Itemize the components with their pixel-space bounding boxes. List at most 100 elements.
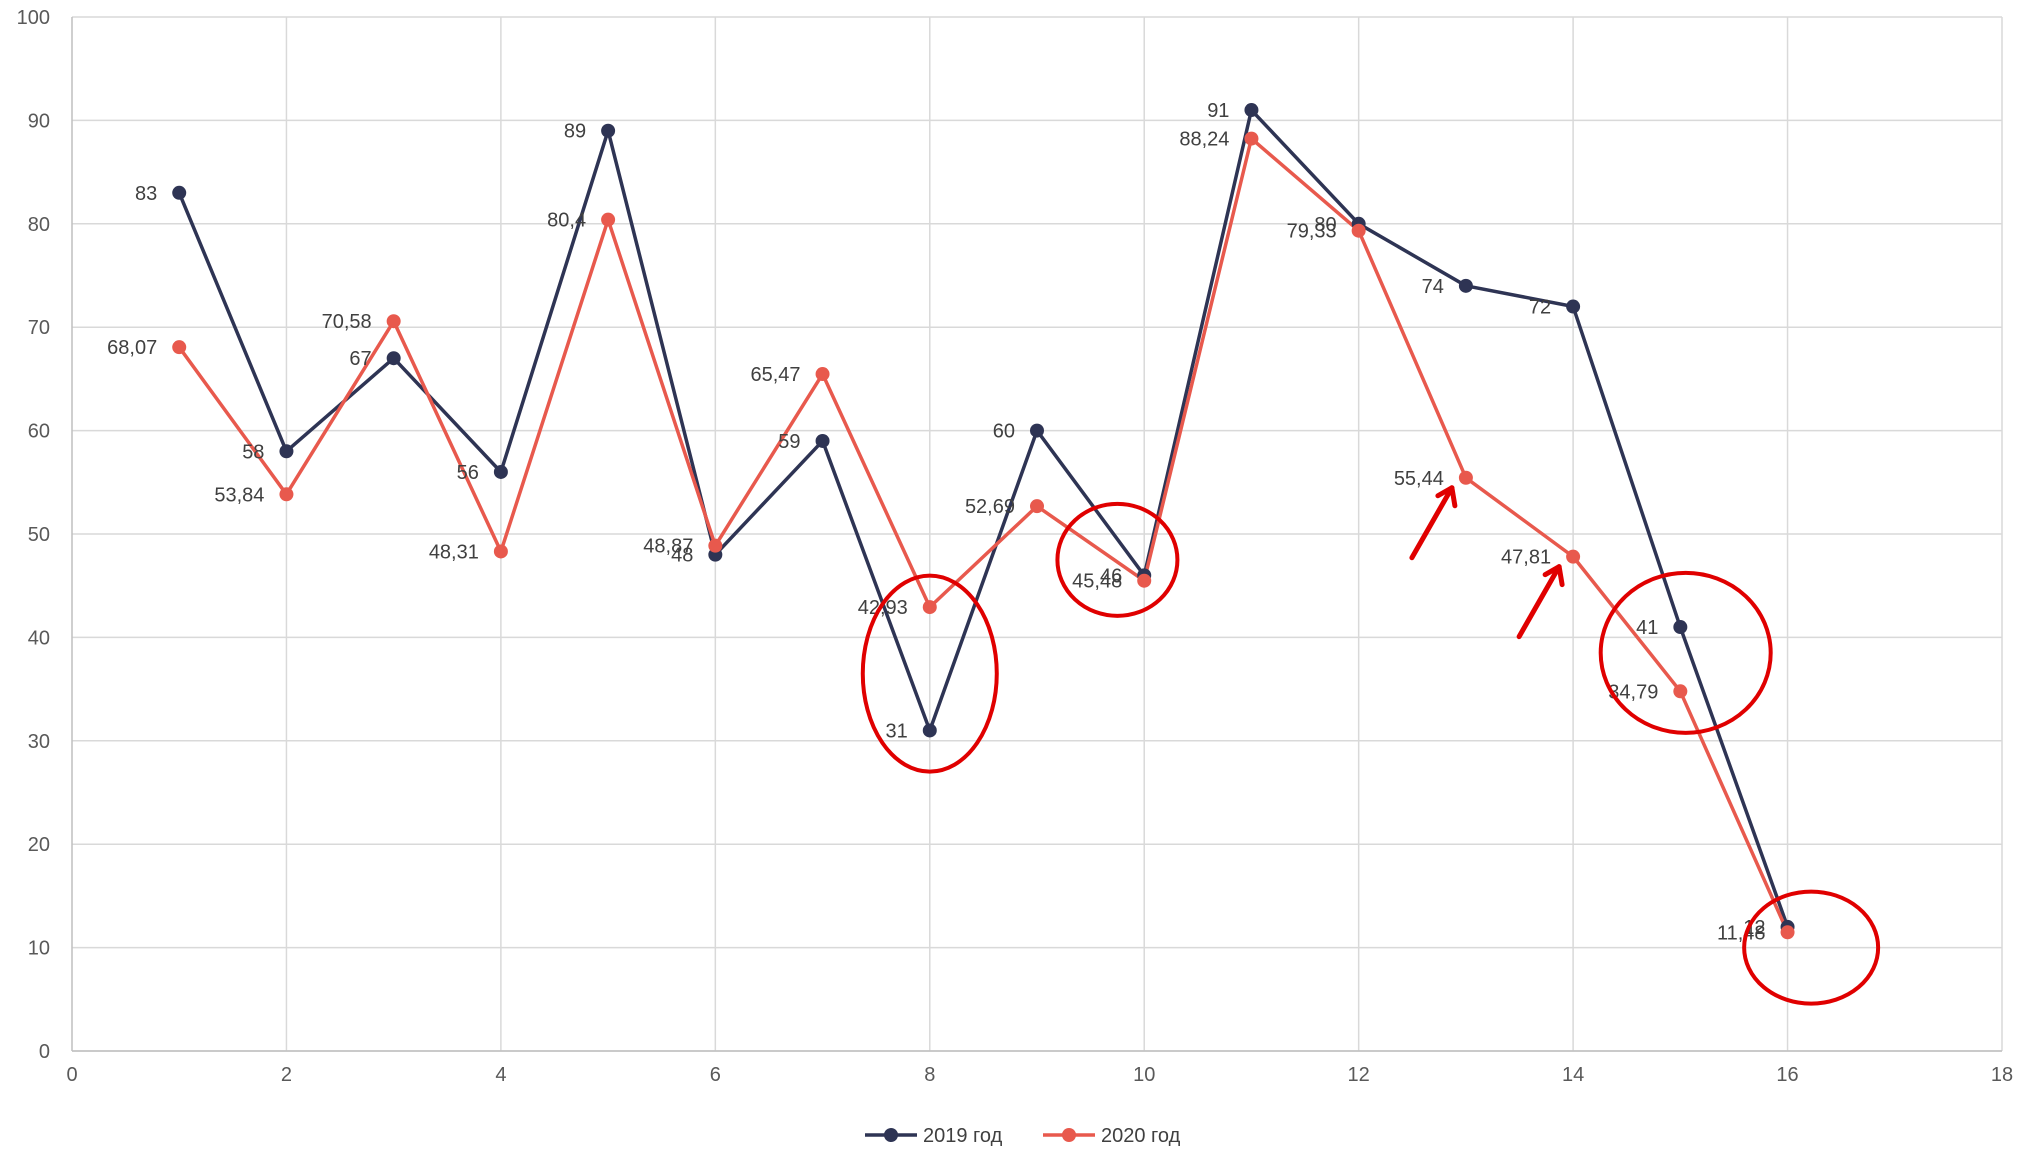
series-2-point [601, 212, 616, 227]
series-2-data-label: 53,84 [214, 484, 264, 506]
y-tick-label: 80 [28, 214, 50, 236]
series-1-point [493, 464, 508, 479]
series-2-point [1244, 131, 1259, 146]
legend-label: 2019 год [923, 1125, 1003, 1147]
x-tick-label: 14 [1562, 1064, 1584, 1086]
y-tick-label: 20 [28, 834, 50, 856]
series-2-data-label: 65,47 [750, 364, 800, 386]
series-2-data-label: 68,07 [107, 337, 157, 359]
series-2-point [172, 340, 187, 355]
series-2-point [1780, 925, 1795, 940]
y-tick-label: 30 [28, 731, 50, 753]
legend-swatch-marker [1062, 1128, 1076, 1142]
y-tick-label: 0 [39, 1041, 50, 1063]
series-2-data-label: 80,4 [547, 210, 586, 232]
annotation-arrow-shaft [1409, 485, 1455, 561]
red-annotations [860, 485, 1881, 1006]
x-tick-label: 12 [1348, 1064, 1370, 1086]
y-tick-label: 40 [28, 627, 50, 649]
series-2-point [708, 538, 723, 553]
series-1-data-label: 31 [886, 720, 908, 742]
series-1-data-label: 59 [778, 431, 800, 453]
series-2-point [1458, 470, 1473, 485]
series-1-data-label: 56 [457, 462, 479, 484]
series-1-point [1244, 103, 1259, 118]
series-2-data-label: 34,79 [1608, 681, 1658, 703]
series-2-point [1351, 223, 1366, 238]
series-2-data-label: 70,58 [322, 311, 372, 333]
annotation-circle [860, 573, 999, 774]
series-1-point [922, 723, 937, 738]
legend: 2019 год 2020 год [865, 1125, 1181, 1147]
series-1-data-label: 83 [135, 183, 157, 205]
series-2-point [1566, 549, 1581, 564]
series-1-data-label: 80 [1314, 214, 1336, 236]
series-1-data-label: 41 [1636, 617, 1658, 639]
annotation-circle [1742, 889, 1881, 1006]
annotation-arrow-head [1435, 485, 1458, 509]
y-tick-label: 70 [28, 317, 50, 339]
series-1-data-label: 67 [349, 348, 371, 370]
series-2-point [1030, 499, 1044, 514]
series-1-point [601, 123, 616, 138]
x-tick-label: 16 [1776, 1064, 1798, 1086]
series-2-data-label: 42,93 [858, 597, 908, 619]
series-2-point [279, 487, 294, 502]
x-tick-label: 10 [1133, 1064, 1155, 1086]
y-tick-label: 60 [28, 421, 50, 443]
x-tick-label: 18 [1991, 1064, 2013, 1086]
series-1-point [1458, 278, 1473, 293]
legend-swatch-marker [884, 1128, 898, 1142]
series-1-data-label: 74 [1422, 276, 1444, 298]
annotation-arrow-head [1542, 564, 1565, 588]
series-2-data-label: 52,69 [965, 496, 1015, 518]
series-1-point [1673, 620, 1688, 635]
data-labels: 8358675689485931604691807472411268,0753,… [107, 100, 1765, 944]
x-tick-label: 6 [710, 1064, 721, 1086]
series-2-data-label: 88,24 [1179, 129, 1229, 151]
y-tick-label: 90 [28, 110, 50, 132]
series-2-point [493, 544, 508, 559]
y-tick-label: 50 [28, 524, 50, 546]
series-2-data-label: 79,33 [1287, 221, 1337, 243]
series-1-data-label: 48 [671, 545, 693, 567]
x-tick-label: 2 [281, 1064, 292, 1086]
annotation-circle [1055, 501, 1180, 618]
series-line-1 [177, 108, 1790, 928]
series-1-point [172, 185, 187, 200]
series-2-point [386, 314, 401, 329]
series-1-point [1030, 423, 1044, 438]
series-1-data-label: 60 [993, 421, 1015, 443]
series-2-data-label: 11,48 [1717, 922, 1766, 944]
series-1-data-label: 91 [1207, 100, 1229, 122]
series-2-point [922, 600, 937, 615]
series-1-data-label: 58 [242, 441, 264, 463]
series-2-data-label: 45,48 [1072, 571, 1122, 593]
series-1-point [386, 351, 401, 366]
series-1-point [279, 444, 294, 459]
series-1-point [1566, 299, 1581, 314]
series-1-data-label: 46 [1100, 565, 1122, 587]
series-1-data-label: 72 [1529, 297, 1551, 319]
gridlines [72, 16, 2003, 1052]
series-1-point [815, 433, 830, 448]
series-2-data-label: 48,87 [643, 536, 693, 558]
series-line-2 [177, 136, 1790, 934]
series-2-point [1673, 684, 1688, 699]
y-tick-label: 100 [17, 7, 50, 29]
x-tick-label: 4 [495, 1064, 506, 1086]
series-1-data-label: 89 [564, 121, 586, 143]
annotation-circle [1598, 570, 1773, 735]
series-2-data-label: 47,81 [1501, 547, 1551, 569]
series-2-data-label: 48,31 [429, 541, 479, 563]
series-2-point [815, 367, 830, 382]
series-2-point [1137, 573, 1152, 588]
x-tick-label: 8 [924, 1064, 935, 1086]
series-layer [172, 103, 1795, 940]
y-tick-label: 10 [28, 938, 50, 960]
annotation-arrow-shaft [1516, 564, 1562, 640]
x-tick-label: 0 [66, 1064, 77, 1086]
series-2-data-label: 55,44 [1394, 468, 1444, 490]
